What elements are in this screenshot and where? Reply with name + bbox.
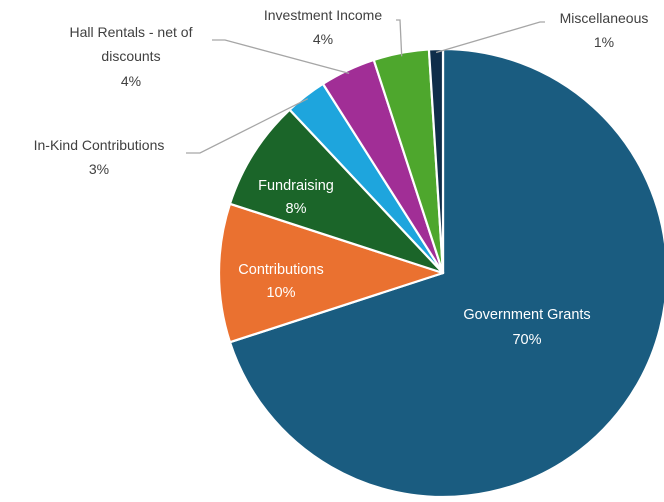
slice-label-contributions: Contributions: [238, 262, 323, 278]
pie-slice-miscellaneous: [427, 47, 445, 275]
label-government-grants: Government Grants 70%: [463, 307, 590, 348]
slice-label-hall-rentals-line-2: discounts: [101, 48, 160, 64]
leader-lines: [186, 19, 545, 154]
slice-label-government-grants: Government Grants: [463, 307, 590, 323]
slice-value-in-kind-contributions: 3%: [89, 161, 109, 177]
slice-label-miscellaneous: Miscellaneous: [560, 10, 649, 26]
pie-slice-government-grants: [228, 47, 664, 499]
slice-value-miscellaneous: 1%: [594, 34, 614, 50]
label-miscellaneous: Miscellaneous 1%: [560, 10, 649, 50]
leader-investment-income: [396, 19, 403, 57]
pie-slice-fundraising: [228, 108, 445, 275]
label-fundraising: Fundraising 8%: [258, 178, 334, 217]
label-in-kind-contributions: In-Kind Contributions 3%: [34, 137, 165, 177]
slice-value-investment-income: 4%: [313, 31, 333, 47]
slice-value-contributions: 10%: [266, 285, 295, 301]
slice-value-fundraising: 8%: [286, 201, 307, 217]
slice-value-hall-rentals: 4%: [121, 73, 141, 89]
label-investment-income: Investment Income 4%: [264, 7, 382, 47]
label-contributions: Contributions 10%: [238, 262, 323, 301]
slice-label-in-kind-contributions: In-Kind Contributions: [34, 137, 165, 153]
slices-layer: [217, 47, 664, 499]
leader-in-kind-contributions: [186, 98, 309, 154]
leader-miscellaneous: [435, 21, 545, 54]
slice-label-hall-rentals-line-1: Hall Rentals - net of: [70, 24, 193, 40]
label-hall-rentals: Hall Rentals - net of discounts 4%: [70, 24, 193, 89]
slice-label-investment-income: Investment Income: [264, 7, 382, 23]
slice-value-government-grants: 70%: [512, 332, 541, 348]
leader-hall-rentals: [212, 39, 350, 75]
pie-slice-contributions: [217, 202, 445, 344]
slice-label-fundraising: Fundraising: [258, 178, 334, 194]
